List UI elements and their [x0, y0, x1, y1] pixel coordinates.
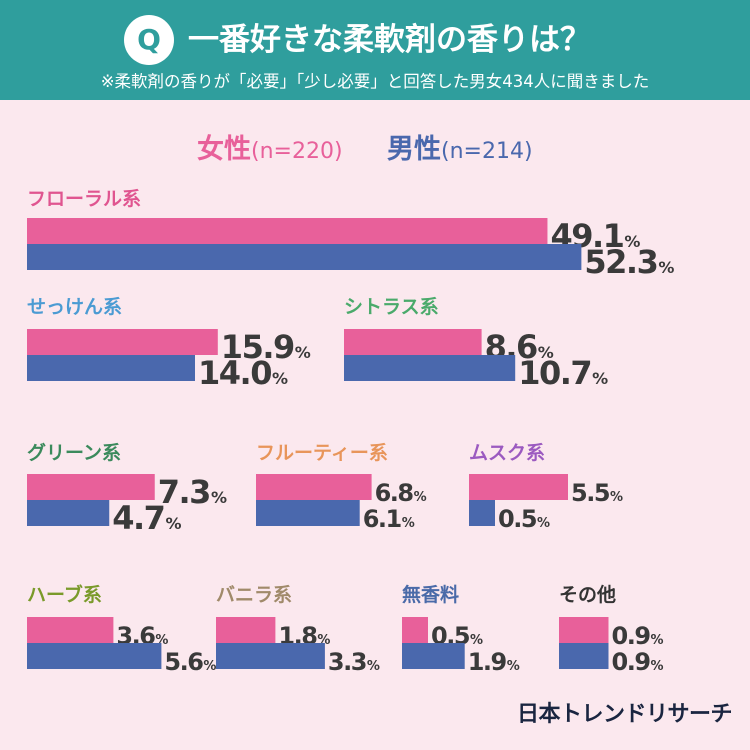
subtitle: ※柔軟剤の香りが「必要」「少し必要」と回答した男女434人に聞きました	[100, 72, 650, 91]
data-label: 0.9%	[612, 648, 664, 676]
category-label: せっけん系	[27, 296, 122, 318]
bar	[402, 643, 465, 669]
question-badge: Q	[124, 15, 174, 65]
category-label: ハーブ系	[27, 583, 102, 606]
bar	[27, 500, 110, 526]
legend-female-n: (n=220)	[251, 139, 343, 164]
bar	[402, 617, 428, 643]
data-label: 0.9%	[612, 622, 664, 650]
page-title: 一番好きな柔軟剤の香りは？	[188, 22, 591, 58]
bar	[559, 643, 609, 669]
bar	[27, 329, 218, 355]
bar	[344, 329, 482, 355]
legend-female-label: 女性	[197, 134, 251, 165]
data-label: 5.5%	[571, 479, 623, 507]
category-label: シトラス系	[344, 296, 439, 318]
legend-female: 女性(n=220)	[197, 127, 343, 166]
header-banner: Q 一番好きな柔軟剤の香りは？ ※柔軟剤の香りが「必要」「少し必要」と回答した男…	[0, 0, 750, 100]
bar	[216, 643, 325, 669]
category-label: 無香料	[402, 583, 459, 606]
bar	[469, 500, 495, 526]
bar	[469, 474, 568, 500]
data-label: 6.8%	[375, 479, 427, 507]
bar	[27, 244, 582, 270]
data-label: 1.9%	[468, 648, 520, 676]
data-label: 5.6%	[164, 648, 216, 676]
bar	[256, 500, 360, 526]
category-label: グリーン系	[27, 441, 121, 464]
data-label: 52.3%	[584, 243, 674, 281]
bar	[27, 643, 162, 669]
legend-male-label: 男性	[387, 134, 441, 165]
bar	[27, 355, 195, 381]
category-label: バニラ系	[216, 584, 292, 606]
legend-male-n: (n=214)	[441, 139, 533, 164]
bar	[559, 617, 609, 643]
brand-logo: 日本トレンドリサーチ	[517, 702, 733, 727]
bar	[216, 617, 276, 643]
data-label: 7.3%	[158, 473, 227, 511]
legend-male: 男性(n=214)	[387, 127, 533, 166]
bar	[256, 474, 372, 500]
data-label: 3.3%	[328, 648, 380, 676]
category-label: フルーティー系	[256, 442, 388, 464]
data-label: 0.5%	[498, 505, 550, 533]
bar	[27, 617, 114, 643]
data-label: 6.1%	[363, 505, 415, 533]
category-label: ムスク系	[469, 442, 545, 464]
data-label: 10.7%	[518, 354, 608, 392]
category-label: その他	[559, 583, 616, 606]
bar	[27, 218, 548, 244]
bar	[27, 474, 155, 500]
category-label: フローラル系	[27, 188, 141, 210]
bar	[344, 355, 516, 381]
